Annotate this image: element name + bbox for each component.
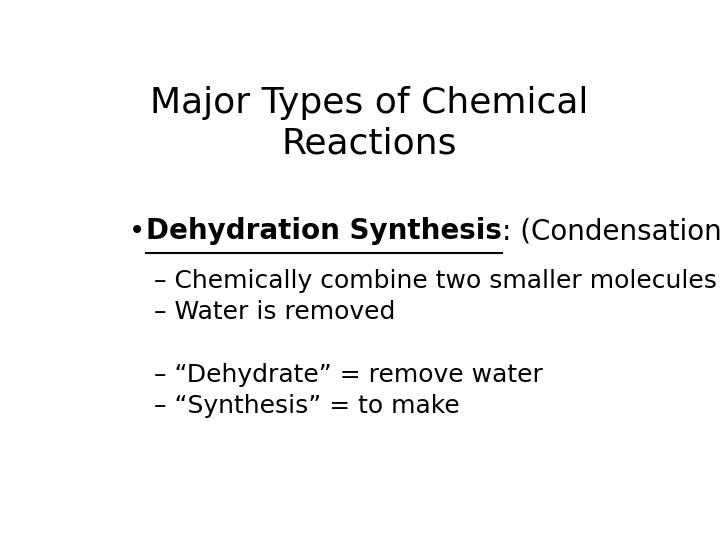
Text: : (Condensation): : (Condensation) xyxy=(502,217,720,245)
Text: – Chemically combine two smaller molecules: – Chemically combine two smaller molecul… xyxy=(154,269,717,293)
Text: – Water is removed: – Water is removed xyxy=(154,300,395,324)
Text: Dehydration Synthesis: Dehydration Synthesis xyxy=(145,217,502,245)
Text: •: • xyxy=(129,217,145,245)
Text: Major Types of Chemical
Reactions: Major Types of Chemical Reactions xyxy=(150,85,588,160)
Text: – “Dehydrate” = remove water: – “Dehydrate” = remove water xyxy=(154,362,543,387)
Text: – “Synthesis” = to make: – “Synthesis” = to make xyxy=(154,394,460,418)
